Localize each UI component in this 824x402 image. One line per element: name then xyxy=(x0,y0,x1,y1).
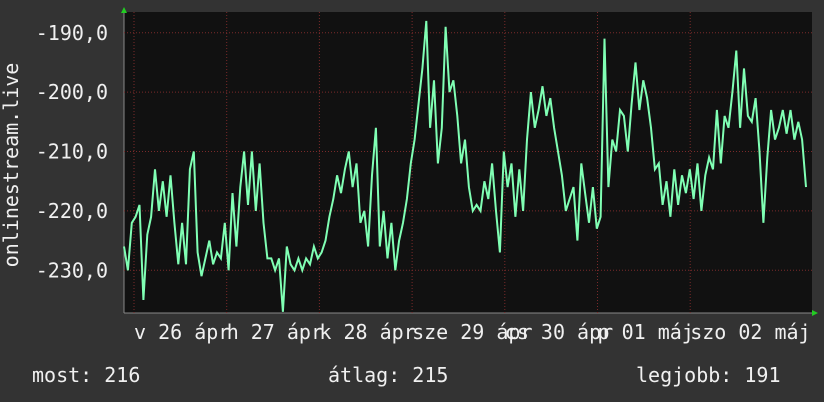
y-axis-label: onlinestream.live xyxy=(0,63,23,268)
x-tick-label: szo 02 máj xyxy=(690,320,810,344)
x-tick-label: sze 29 ápr xyxy=(412,320,532,344)
y-tick-label: -200,0 xyxy=(36,80,108,104)
x-tick-label: cs 30 ápr xyxy=(505,320,613,344)
x-tick-label: v 26 ápr xyxy=(134,320,230,344)
x-tick-label: h 27 ápr xyxy=(227,320,323,344)
y-tick-label: -220,0 xyxy=(36,199,108,223)
y-arrow xyxy=(121,7,127,13)
y-tick-label: -230,0 xyxy=(36,258,108,282)
footer-stat: átlag: 215 xyxy=(328,363,448,387)
plot-area xyxy=(124,12,812,313)
x-tick-label: p 01 máj xyxy=(598,320,694,344)
y-tick-label: -210,0 xyxy=(36,140,108,164)
x-arrow xyxy=(812,310,818,316)
y-tick-label: -190,0 xyxy=(36,21,108,45)
x-tick-label: k 28 ápr xyxy=(319,320,415,344)
marks xyxy=(123,20,807,312)
footer-stat: most: 216 xyxy=(32,363,140,387)
data-line xyxy=(123,20,807,312)
footer-stat: legjobb: 191 xyxy=(636,363,781,387)
